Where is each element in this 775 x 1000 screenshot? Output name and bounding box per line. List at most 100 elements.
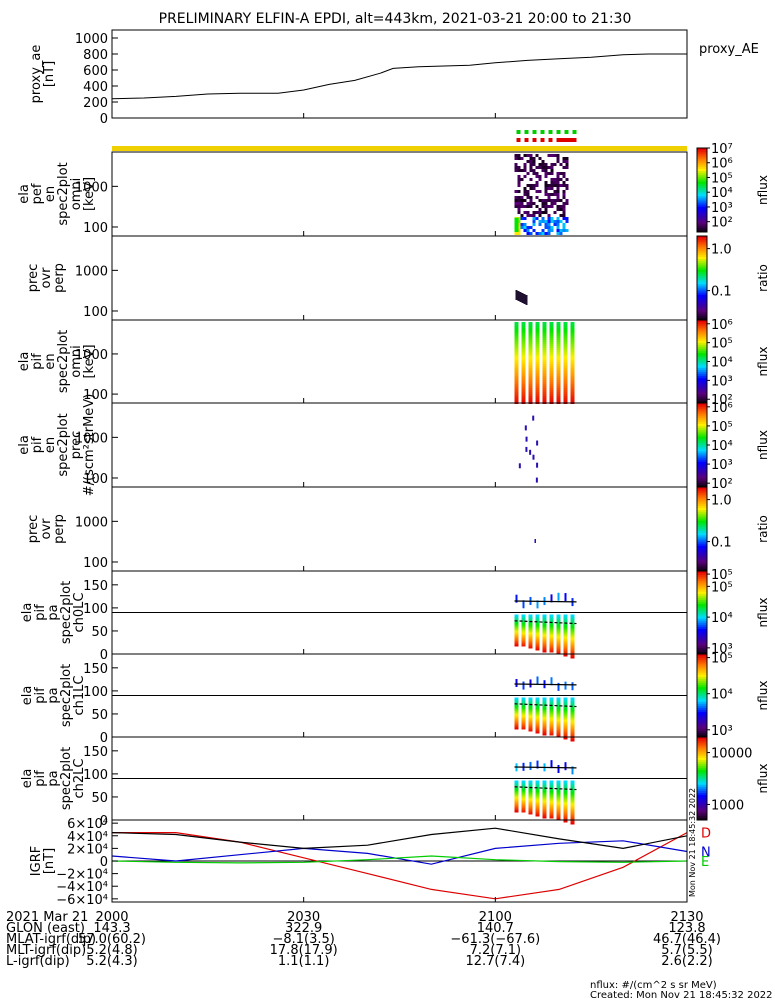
spec-cell xyxy=(570,784,575,787)
colorbar-band xyxy=(697,282,707,285)
orbit-tick-green xyxy=(564,130,569,134)
spec-cell xyxy=(556,193,560,196)
spec-cell xyxy=(570,618,575,621)
y-tick-label: 1000 xyxy=(75,431,108,446)
colorbar-band xyxy=(697,390,707,394)
spec-cell xyxy=(535,701,540,704)
spec-cell xyxy=(570,737,575,740)
spec-cell xyxy=(570,719,575,722)
colorbar-band xyxy=(697,307,707,310)
spec-cell xyxy=(557,765,560,774)
spec-cell xyxy=(521,711,526,714)
spec-cell xyxy=(553,163,557,166)
spec-cell xyxy=(535,715,540,718)
colorbar-band xyxy=(697,749,707,753)
spec-cell xyxy=(563,616,568,619)
spec-cell xyxy=(520,205,524,208)
colorbar-band xyxy=(697,384,707,387)
colorbar-band xyxy=(697,564,707,568)
spectrogram-ela-pif-en-omni xyxy=(514,322,575,404)
spec-cell xyxy=(535,802,540,805)
spec-cell xyxy=(528,366,533,368)
spec-cell xyxy=(517,223,521,226)
spec-cell xyxy=(514,715,519,718)
spec-cell xyxy=(528,646,533,649)
spec-cell xyxy=(570,705,575,708)
spec-cell xyxy=(542,366,547,368)
colorbar-band xyxy=(697,575,707,578)
spec-cell xyxy=(556,707,561,710)
orbit-bar xyxy=(112,146,687,151)
spec-cell xyxy=(514,384,519,386)
spec-cell xyxy=(549,780,554,783)
colorbar-tick-label: 10⁴ xyxy=(711,688,733,703)
panel-frame xyxy=(111,235,688,321)
spec-cell xyxy=(514,344,519,346)
spec-cell xyxy=(570,364,575,366)
colorbar-band xyxy=(697,514,707,517)
spec-cell xyxy=(556,370,561,372)
spec-cell xyxy=(542,620,547,623)
spec-cell xyxy=(556,782,561,785)
y-axis-label: en xyxy=(43,353,58,369)
spec-cell xyxy=(528,634,533,637)
spec-cell xyxy=(556,205,560,208)
colorbar-band xyxy=(697,426,707,429)
spec-cell xyxy=(528,338,533,340)
spec-cell xyxy=(528,729,533,732)
colorbar-band xyxy=(697,703,707,707)
colorbar-band xyxy=(697,701,707,705)
spec-cell xyxy=(535,808,540,811)
spec-cell xyxy=(526,226,530,229)
spec-cell xyxy=(529,160,533,163)
spec-cell xyxy=(563,709,568,712)
spec-cell xyxy=(514,190,518,193)
y-axis-label: prec xyxy=(69,431,84,459)
spec-cell xyxy=(514,634,519,637)
spec-cell xyxy=(529,196,533,199)
spec-cell xyxy=(549,796,554,799)
colorbar-band xyxy=(697,585,707,589)
spec-cell xyxy=(514,388,519,390)
spec-cell xyxy=(556,392,561,394)
spec-cell xyxy=(556,636,561,639)
spec-cell xyxy=(514,790,519,793)
spec-cell xyxy=(570,334,575,336)
y-axis-label: ela xyxy=(20,603,35,623)
spec-cell xyxy=(549,802,554,805)
spec-cell xyxy=(535,382,540,384)
spec-cell xyxy=(563,729,568,732)
spec-cell xyxy=(559,232,563,235)
spec-cell xyxy=(535,354,540,356)
spec-cell xyxy=(521,382,526,384)
colorbar-band xyxy=(697,602,707,605)
colorbar-band xyxy=(697,463,707,467)
spec-cell xyxy=(570,350,575,352)
spec-cell xyxy=(526,172,530,175)
spec-cell xyxy=(514,380,519,382)
spec-cell xyxy=(521,792,526,795)
spec-cell xyxy=(535,334,540,336)
colorbar-band xyxy=(697,782,707,786)
colorbar-band xyxy=(697,651,707,655)
spec-cell xyxy=(529,157,533,160)
spec-cell xyxy=(570,808,575,811)
colorbar-tick-label: 10³ xyxy=(711,201,733,216)
spec-cell xyxy=(535,729,540,732)
spec-cell xyxy=(532,172,536,175)
spec-cell xyxy=(562,166,566,169)
spec-cell xyxy=(517,157,521,160)
spec-cell xyxy=(523,223,527,226)
spec-cell xyxy=(517,208,521,211)
colorbar-band xyxy=(697,790,707,794)
spec-cell xyxy=(538,166,542,169)
colorbar-band xyxy=(697,805,707,809)
spec-cell xyxy=(514,705,519,708)
colorbar-band xyxy=(697,349,707,352)
spec-cell xyxy=(514,348,519,350)
spec-cell xyxy=(538,175,542,178)
spec-cell xyxy=(556,376,561,378)
spec-cell xyxy=(556,181,560,184)
colorbar-band xyxy=(697,815,707,819)
spec-cell xyxy=(514,390,519,392)
